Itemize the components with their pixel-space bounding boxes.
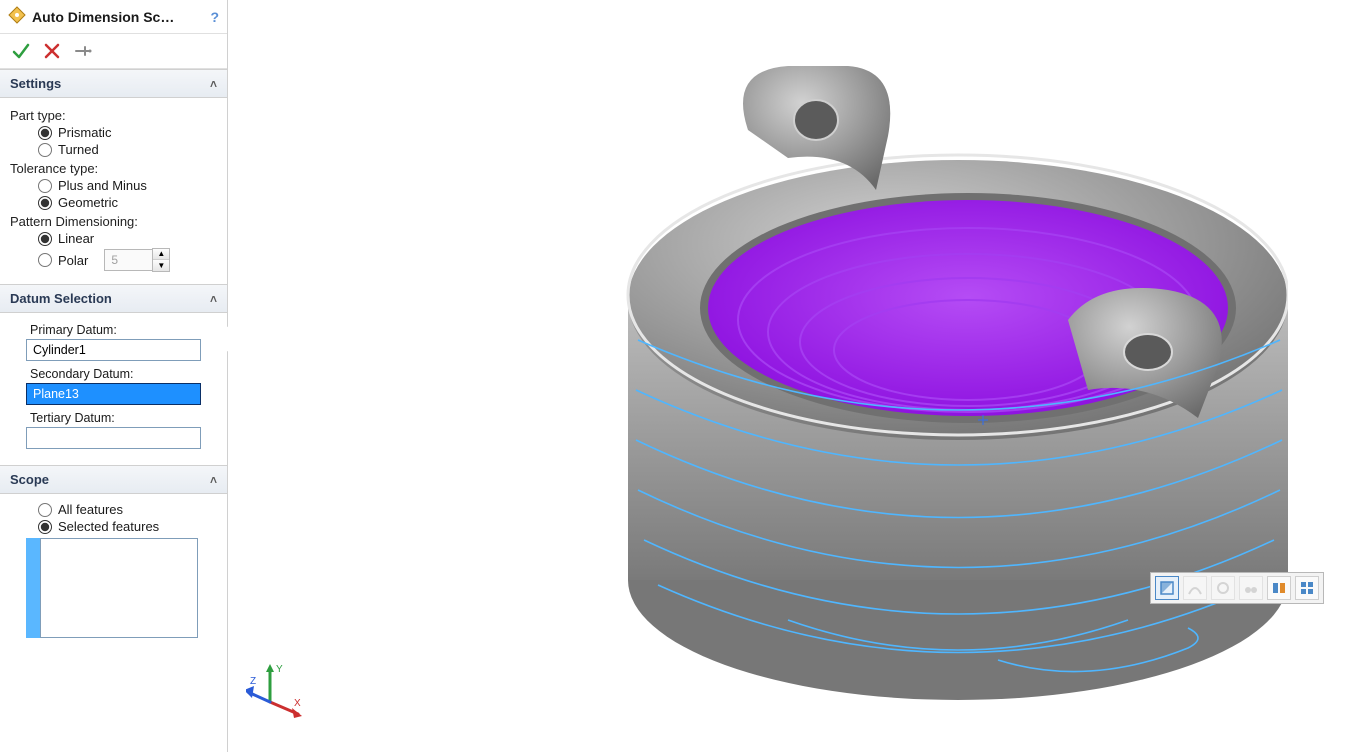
scope-list-swatch (26, 538, 40, 638)
section-title: Datum Selection (10, 291, 112, 306)
radio-all-features[interactable]: All features (38, 502, 219, 517)
scope-selection-list[interactable] (26, 538, 198, 638)
part-type-label: Part type: (10, 108, 219, 123)
radio-geometric-input[interactable] (38, 196, 52, 210)
section-title: Settings (10, 76, 61, 91)
radio-turned[interactable]: Turned (38, 142, 219, 157)
feature-tab-back (743, 66, 890, 190)
confirm-bar (0, 34, 227, 69)
radio-prismatic-input[interactable] (38, 126, 52, 140)
triad-y-label: Y (276, 664, 283, 675)
radio-geometric-label: Geometric (58, 195, 118, 210)
radio-plus-minus-label: Plus and Minus (58, 178, 147, 193)
section-view-icon[interactable] (1155, 576, 1179, 600)
radio-turned-input[interactable] (38, 143, 52, 157)
radio-selected-features-label: Selected features (58, 519, 159, 534)
section-header-datum[interactable]: Datum Selection ˄ (0, 284, 227, 313)
primary-datum-label: Primary Datum: (30, 323, 219, 337)
tertiary-datum-label: Tertiary Datum: (30, 411, 219, 425)
tile-icon[interactable] (1295, 576, 1319, 600)
radio-all-features-input[interactable] (38, 503, 52, 517)
tertiary-datum-input[interactable] (26, 427, 201, 449)
radio-polar-label: Polar (58, 253, 88, 268)
feature-icon (8, 6, 26, 27)
pin-icon[interactable] (74, 44, 92, 58)
section-body-datum: Primary Datum: Secondary Datum: Tertiary… (0, 313, 227, 465)
section-header-settings[interactable]: Settings ˄ (0, 69, 227, 98)
feature-manager-panel: Auto Dimension Sc… ? Settings ˄ Part typ… (0, 0, 228, 752)
model-render (488, 40, 1288, 720)
panel-title: Auto Dimension Sc… (32, 9, 204, 25)
radio-polar-input[interactable] (38, 253, 52, 267)
pattern-label: Pattern Dimensioning: (10, 214, 219, 229)
panel-header: Auto Dimension Sc… ? (0, 0, 227, 34)
polar-count-input[interactable] (104, 249, 152, 271)
polar-count-down[interactable]: ▼ (153, 260, 169, 271)
triad-z-label: Z (250, 676, 256, 687)
section-title: Scope (10, 472, 49, 487)
draft-icon[interactable] (1239, 576, 1263, 600)
zebra-icon[interactable] (1183, 576, 1207, 600)
radio-linear-input[interactable] (38, 232, 52, 246)
radio-selected-features[interactable]: Selected features (38, 519, 219, 534)
compare-icon[interactable] (1267, 576, 1291, 600)
radio-prismatic-label: Prismatic (58, 125, 111, 140)
tertiary-datum-field[interactable] (26, 427, 198, 449)
radio-linear[interactable]: Linear (38, 231, 219, 246)
section-body-settings: Part type: Prismatic Turned Tolerance ty… (0, 98, 227, 284)
help-icon[interactable]: ? (210, 9, 219, 25)
section-header-scope[interactable]: Scope ˄ (0, 465, 227, 494)
chevron-up-icon: ˄ (210, 292, 217, 306)
secondary-datum-field[interactable] (26, 383, 198, 405)
radio-prismatic[interactable]: Prismatic (38, 125, 219, 140)
primary-datum-input[interactable] (26, 339, 201, 361)
radio-polar[interactable]: Polar ▲ ▼ (38, 248, 219, 272)
radio-selected-features-input[interactable] (38, 520, 52, 534)
radio-all-features-label: All features (58, 502, 123, 517)
secondary-datum-input[interactable] (26, 383, 201, 405)
radio-linear-label: Linear (58, 231, 94, 246)
radio-plus-minus[interactable]: Plus and Minus (38, 178, 219, 193)
triad-x-label: X (294, 698, 301, 709)
radio-geometric[interactable]: Geometric (38, 195, 219, 210)
ok-icon[interactable] (12, 42, 30, 60)
chevron-up-icon: ˄ (210, 77, 217, 91)
polar-count-up[interactable]: ▲ (153, 249, 169, 260)
graphics-viewport[interactable] (228, 0, 1354, 752)
primary-datum-field[interactable] (26, 339, 198, 361)
secondary-datum-label: Secondary Datum: (30, 367, 219, 381)
curvature-icon[interactable] (1211, 576, 1235, 600)
section-body-scope: All features Selected features (0, 494, 227, 648)
tolerance-type-label: Tolerance type: (10, 161, 219, 176)
radio-plus-minus-input[interactable] (38, 179, 52, 193)
view-toolbar (1150, 572, 1324, 604)
scope-list-box[interactable] (40, 538, 198, 638)
chevron-up-icon: ˄ (210, 473, 217, 487)
radio-turned-label: Turned (58, 142, 99, 157)
view-triad[interactable]: Y X Z (246, 662, 306, 722)
cancel-icon[interactable] (44, 43, 60, 59)
